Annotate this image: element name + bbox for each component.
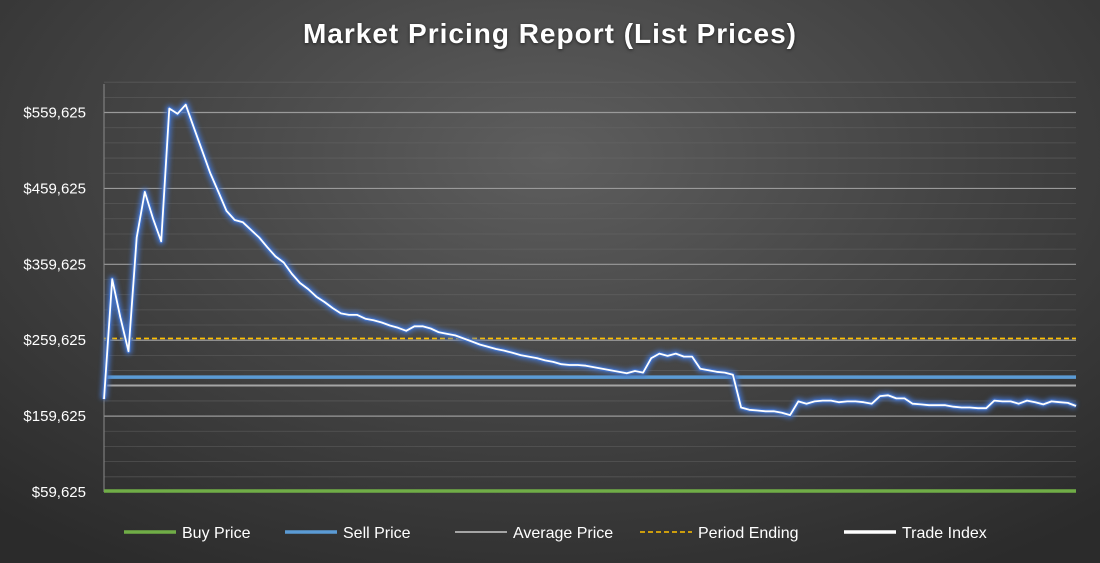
legend-item: Period Ending [640,525,799,542]
y-tick-label: $359,625 [23,256,86,273]
legend-label: Buy Price [182,525,251,542]
legend-item: Trade Index [844,525,987,542]
y-tick-label: $59,625 [32,484,86,501]
legend-label: Average Price [513,525,613,542]
grid-layer [104,81,1076,478]
reference-lines [104,337,1076,493]
series-line-trade-index [103,103,1077,416]
legend: Buy Price Sell Price Average Price Period E… [124,525,987,542]
y-tick-label: $259,625 [23,332,86,349]
y-tick-label: $159,625 [23,408,86,425]
legend-label: Sell Price [343,525,411,542]
legend-label: Trade Index [902,525,987,542]
y-tick-label: $459,625 [23,180,86,197]
series-layer [100,101,1078,419]
legend-item: Sell Price [285,525,411,542]
legend-item: Average Price [455,525,613,542]
legend-label: Period Ending [698,525,799,542]
axis-layer: $59,625 $159,625 $259,625 $359,625 $459,625 $… [23,84,105,501]
series-line-glow [100,101,1078,419]
chart-title: Market Pricing Report (List Prices) [302,18,797,49]
legend-item: Buy Price [124,525,251,542]
y-tick-label: $559,625 [23,105,86,122]
